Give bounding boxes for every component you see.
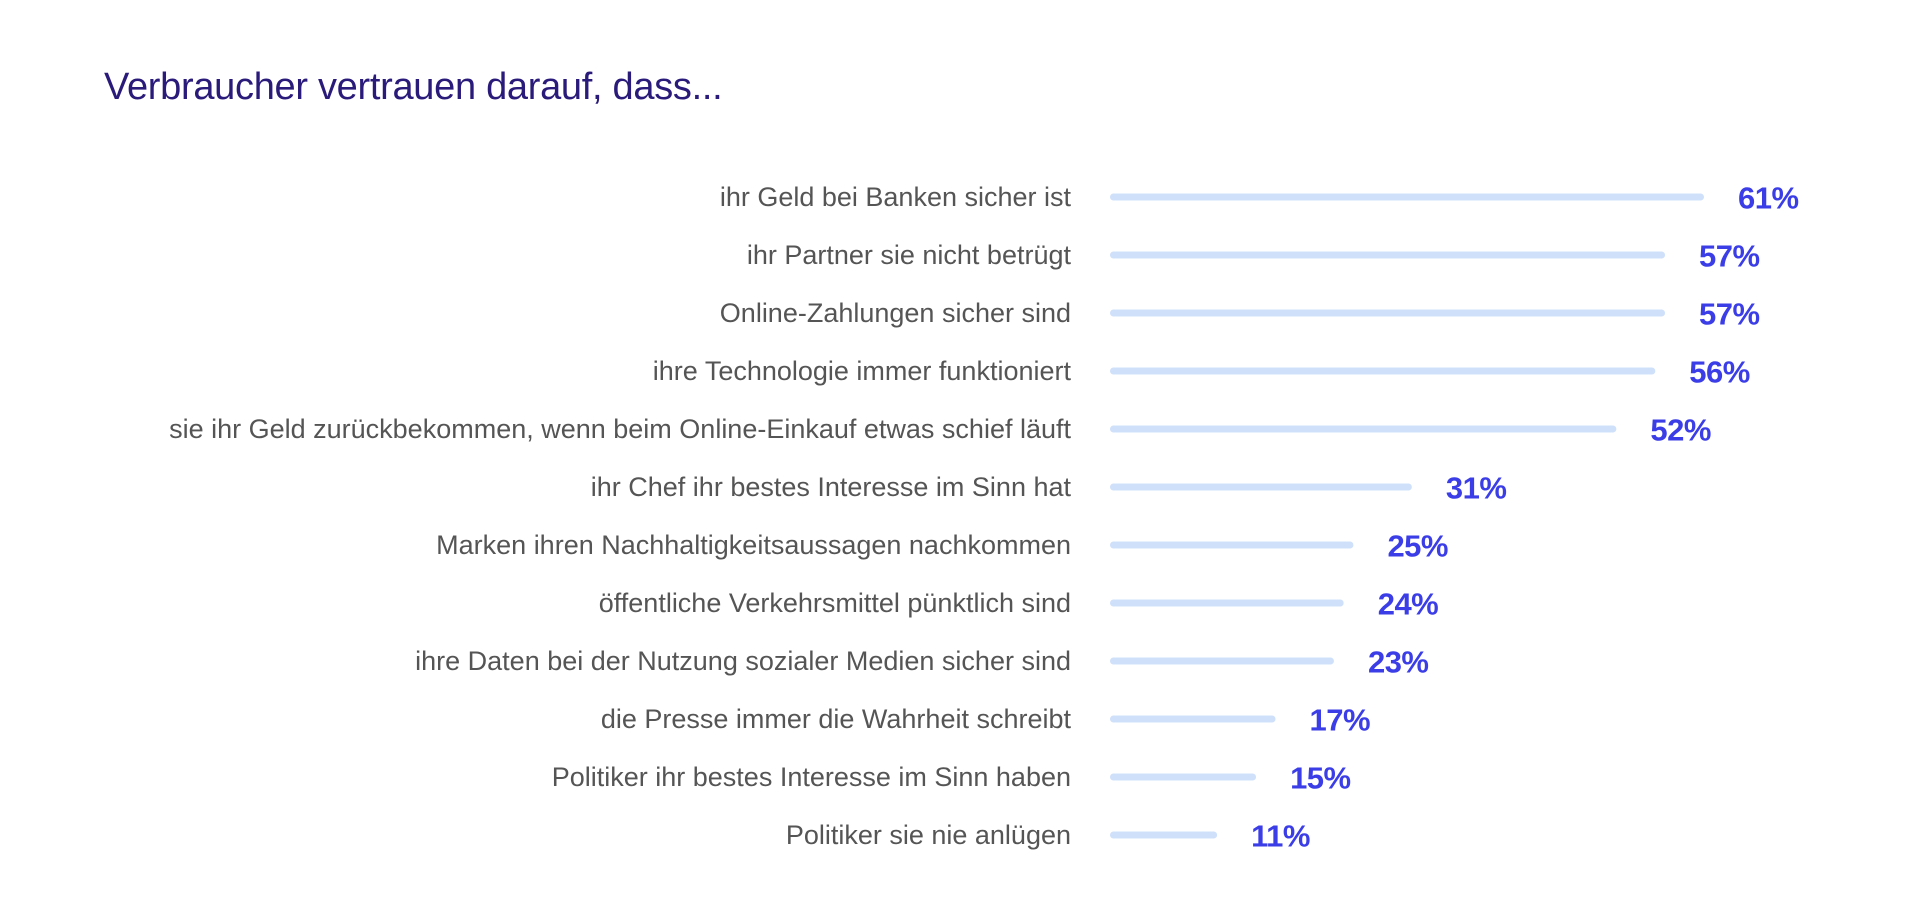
chart-title: Verbraucher vertrauen darauf, dass... — [104, 66, 723, 108]
category-labels: ihr Geld bei Banken sicher ist ihr Partne… — [169, 182, 1071, 850]
value-label-2: 57% — [1699, 239, 1760, 274]
bar-7 — [1110, 541, 1354, 549]
value-label-6: 31% — [1446, 471, 1507, 506]
bar-3 — [1110, 309, 1666, 317]
category-label-3: Online-Zahlungen sicher sind — [720, 298, 1071, 328]
value-label-4: 56% — [1689, 355, 1750, 390]
value-label-11: 15% — [1290, 761, 1351, 796]
value-label-3: 57% — [1699, 297, 1760, 332]
value-label-1: 61% — [1738, 181, 1799, 216]
value-label-12: 11% — [1251, 819, 1310, 854]
bar-8 — [1110, 599, 1344, 607]
bar-10 — [1110, 715, 1276, 723]
category-label-12: Politiker sie nie anlügen — [786, 820, 1071, 850]
value-label-8: 24% — [1378, 587, 1439, 622]
bar-5 — [1110, 425, 1617, 433]
category-label-4: ihre Technologie immer funktioniert — [653, 356, 1072, 386]
value-label-10: 17% — [1310, 703, 1371, 738]
value-labels: 61% 57% 57% 56% 52% 31% 25% 24% 23% 17% 15% 11% — [1251, 181, 1799, 854]
bar-9 — [1110, 657, 1334, 665]
category-label-8: öffentliche Verkehrsmittel pünktlich sin… — [599, 588, 1071, 618]
bar-12 — [1110, 831, 1218, 839]
bar-6 — [1110, 483, 1412, 491]
bar-2 — [1110, 251, 1666, 259]
value-label-9: 23% — [1368, 645, 1429, 680]
bar-1 — [1110, 193, 1704, 201]
category-label-7: Marken ihren Nachhaltigkeitsaussagen nac… — [436, 530, 1071, 560]
category-label-5: sie ihr Geld zurückbekommen, wenn beim O… — [169, 414, 1071, 444]
bars-layer — [1110, 193, 1704, 839]
category-label-9: ihre Daten bei der Nutzung sozialer Medi… — [415, 646, 1071, 676]
value-label-5: 52% — [1650, 413, 1711, 448]
category-label-2: ihr Partner sie nicht betrügt — [747, 240, 1072, 270]
bar-11 — [1110, 773, 1257, 781]
category-label-11: Politiker ihr bestes Interesse im Sinn h… — [552, 762, 1071, 792]
category-label-10: die Presse immer die Wahrheit schreibt — [601, 704, 1072, 734]
category-label-6: ihr Chef ihr bestes Interesse im Sinn ha… — [591, 472, 1072, 502]
bar-4 — [1110, 367, 1656, 375]
value-label-7: 25% — [1387, 529, 1448, 564]
category-label-1: ihr Geld bei Banken sicher ist — [720, 182, 1072, 212]
